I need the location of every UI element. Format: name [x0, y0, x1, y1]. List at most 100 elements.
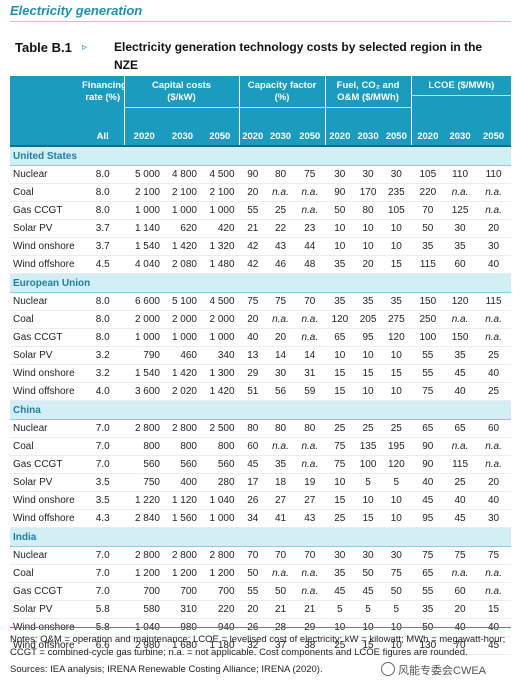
table-cell: 60 — [444, 582, 477, 601]
table-cell: 1 000 — [164, 201, 201, 220]
table-cell: 2 100 — [201, 183, 240, 202]
table-cell: 2 800 — [201, 546, 240, 565]
table-cell: 105 — [382, 201, 412, 220]
table-cell: n.a. — [476, 183, 512, 202]
table-cell: 45 — [238, 455, 267, 474]
table-cell: 5 100 — [164, 292, 201, 311]
table-cell: 15 — [324, 491, 355, 510]
table-cell: 400 — [164, 473, 201, 492]
table-cell: 30 — [382, 165, 412, 184]
table-cell: 275 — [382, 310, 412, 329]
technology-name: Wind offshore — [10, 636, 82, 655]
table-row: Nuclear 7.0 2 800 2 800 2 500 80 80 80 25 25 25 65 6… — [10, 419, 512, 438]
table-cell: 15 — [354, 636, 383, 655]
watermark: 风能专委会CWEA — [378, 662, 489, 678]
table-cell: 120 — [444, 292, 477, 311]
table-row: Solar PV 3.5 750 400 280 17 18 19 10 5 5 40 25 20 — [10, 473, 512, 492]
region-row: China — [10, 400, 512, 420]
table-cell: 80 — [354, 201, 383, 220]
table-cell: 10 — [382, 219, 412, 238]
table-cell: 3.7 — [82, 237, 124, 256]
region-name: India — [10, 527, 512, 547]
table-cell: 2 800 — [123, 546, 164, 565]
table-cell: 560 — [164, 455, 201, 474]
table-cell: 42 — [238, 237, 267, 256]
header-year: 2020 — [123, 128, 164, 147]
table-cell: 14 — [266, 346, 296, 365]
table-row: Wind offshore 4.0 3 600 2 020 1 420 51 56 59 15 1… — [10, 382, 512, 401]
technology-name: Wind onshore — [10, 237, 82, 256]
table-cell: 1 540 — [123, 237, 164, 256]
table-cell: 30 — [382, 546, 412, 565]
technology-name: Solar PV — [10, 600, 82, 619]
table-cell: 3.7 — [82, 219, 124, 238]
header-lcoe-label: LCOE ($/MWh) — [412, 80, 512, 96]
table-cell: 3.5 — [82, 473, 124, 492]
table-cell: 30 — [324, 165, 355, 184]
table-cell: 20 — [444, 600, 477, 619]
table-cell: 10 — [354, 382, 383, 401]
table-row: Wind offshore 4.3 2 840 1 560 1 000 34 41 43 25 1… — [10, 509, 512, 528]
table-row: Nuclear 7.0 2 800 2 800 2 800 70 70 70 30 30 30 75 7… — [10, 546, 512, 565]
table-row: Wind offshore 4.5 4 040 2 080 1 480 42 46 48 35 2… — [10, 255, 512, 274]
table-cell: 2 800 — [164, 419, 201, 438]
header-blank — [10, 76, 82, 128]
table-cell: 22 — [266, 219, 296, 238]
table-cell: 135 — [354, 437, 383, 456]
table-cell: 120 — [382, 455, 412, 474]
table-cell: 75 — [410, 546, 445, 565]
table-cell: 50 — [382, 582, 412, 601]
table-cell: 7.0 — [82, 437, 124, 456]
header-year: 2030 — [164, 128, 201, 147]
table-cell: 35 — [410, 237, 445, 256]
header-year: 2020 — [238, 128, 267, 147]
table-cell: 7.0 — [82, 546, 124, 565]
table-cell: 50 — [354, 564, 383, 583]
table-cell: 280 — [201, 473, 240, 492]
header-capacity: Capacity factor (%) — [238, 76, 326, 128]
table-cell: 75 — [324, 455, 355, 474]
table-row: Solar PV 3.7 1 140 620 420 21 22 23 10 10 10 50 30 20 — [10, 219, 512, 238]
header-row-years: All 2020 2030 2050 2020 2030 2050 2020 2… — [10, 128, 512, 147]
section-divider — [10, 21, 511, 22]
table-cell: 1 140 — [123, 219, 164, 238]
table-cell: 75 — [238, 292, 267, 311]
table-cell: 1 420 — [201, 382, 240, 401]
table-cell: 3.5 — [82, 491, 124, 510]
table-cell: 14 — [295, 346, 326, 365]
table-cell: 35 — [324, 564, 355, 583]
table-body: United States Nuclear 8.0 5 000 4 800 4 500 90… — [10, 145, 512, 655]
table-cell: 44 — [295, 237, 326, 256]
table-cell: 32 — [238, 636, 267, 655]
table-cell: 20 — [354, 255, 383, 274]
table-cell: 15 — [382, 364, 412, 383]
table-cell: 75 — [295, 165, 326, 184]
header-year: 2030 — [444, 128, 477, 147]
table-cell: 1 300 — [201, 364, 240, 383]
table-cell: 95 — [410, 509, 445, 528]
table-caption: Electricity generation technology costs … — [114, 40, 483, 72]
table-cell: 42 — [238, 255, 267, 274]
table-cell: 10 — [382, 382, 412, 401]
table-cell: 95 — [354, 328, 383, 347]
table-cell: 580 — [123, 600, 164, 619]
table-cell: 5 — [382, 473, 412, 492]
table-cell: 10 — [382, 509, 412, 528]
table-cell: 43 — [266, 237, 296, 256]
table-cell: n.a. — [295, 328, 326, 347]
table-cell: 1 040 — [201, 491, 240, 510]
table-cell: 65 — [410, 419, 445, 438]
table-cell: 170 — [354, 183, 383, 202]
table-cell: 15 — [354, 364, 383, 383]
header-financing: Financing rate (%) — [82, 76, 124, 128]
technology-name: Nuclear — [10, 546, 82, 565]
table-cell: 7.0 — [82, 419, 124, 438]
table-cell: 55 — [238, 582, 267, 601]
table-cell: n.a. — [266, 437, 296, 456]
table-cell: 30 — [354, 546, 383, 565]
table-cell: 25 — [324, 636, 355, 655]
table-cell: 1 120 — [164, 491, 201, 510]
table-cell: 10 — [382, 346, 412, 365]
header-capital: Capital costs ($/kW) — [123, 76, 240, 128]
